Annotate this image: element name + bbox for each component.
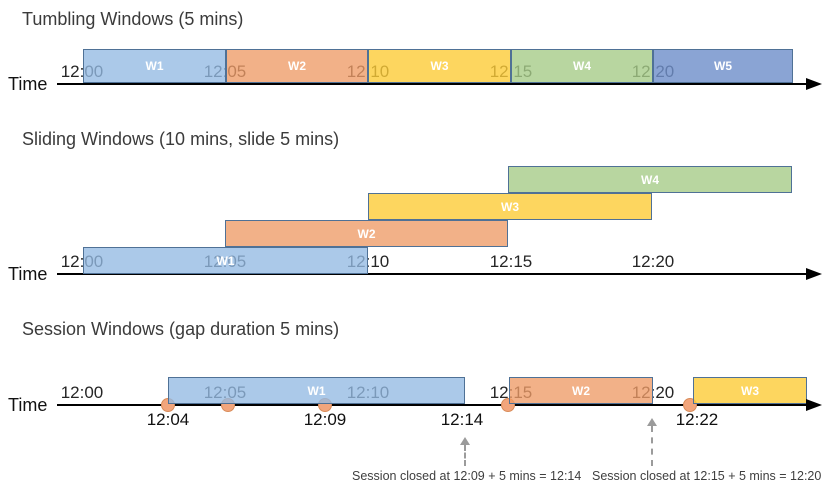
time-axis-label: Time xyxy=(8,74,48,94)
annotation-arrowhead-icon xyxy=(460,437,470,445)
window-box-tumbling-w4: W4 xyxy=(511,49,653,83)
window-box-tumbling-w5: W5 xyxy=(653,49,793,83)
window-box-sliding-w1: W1 xyxy=(83,247,368,274)
window-label: W4 xyxy=(641,172,659,187)
window-box-tumbling-w2: W2 xyxy=(226,49,368,83)
window-box-sliding-w3: W3 xyxy=(368,193,652,220)
window-label: W2 xyxy=(357,226,376,241)
window-box-tumbling-w3: W3 xyxy=(368,49,511,83)
window-box-tumbling-w1: W1 xyxy=(83,49,226,83)
window-box-sliding-w4: W4 xyxy=(508,166,792,193)
window-label: W4 xyxy=(573,59,591,73)
annotation-text: Session closed at 12:15 + 5 mins = 12:20 xyxy=(592,469,822,483)
window-box-sliding-w2: W2 xyxy=(225,220,508,247)
time-tick-label: 12:00 xyxy=(60,383,104,402)
section-title-session: Session Windows (gap duration 5 mins) xyxy=(22,319,340,339)
window-label: W1 xyxy=(145,59,164,73)
section-title-sliding: Sliding Windows (10 mins, slide 5 mins) xyxy=(22,129,340,149)
timeline-session xyxy=(57,404,806,406)
time-tick-label: 12:20 xyxy=(631,252,675,271)
event-time-label: 12:09 xyxy=(303,410,347,429)
timeline-tumbling xyxy=(57,83,806,85)
window-label: W2 xyxy=(572,383,590,398)
event-time-label: 12:14 xyxy=(440,410,484,429)
annotation-arrow-stem xyxy=(651,426,653,466)
window-box-session-w2: W2 xyxy=(509,377,653,404)
window-label: W3 xyxy=(430,59,449,73)
event-time-label: 12:04 xyxy=(146,410,190,429)
timeline-arrowhead-icon xyxy=(806,78,822,90)
window-label: W3 xyxy=(501,199,519,214)
window-box-session-w1: W1 xyxy=(168,377,465,404)
annotation-arrow-stem xyxy=(464,445,466,466)
time-axis-label: Time xyxy=(8,395,48,415)
timeline-sliding xyxy=(57,273,806,275)
timeline-arrowhead-icon xyxy=(806,268,822,280)
window-box-session-w3: W3 xyxy=(693,377,807,404)
window-label: W3 xyxy=(741,383,759,398)
window-label: W2 xyxy=(288,59,306,73)
window-label: W1 xyxy=(216,253,235,268)
time-axis-label: Time xyxy=(8,264,48,284)
event-time-label: 12:22 xyxy=(675,410,719,429)
timeline-arrowhead-icon xyxy=(806,399,822,411)
window-label: W1 xyxy=(307,383,326,398)
annotation-text: Session closed at 12:09 + 5 mins = 12:14 xyxy=(352,469,582,483)
section-title-tumbling: Tumbling Windows (5 mins) xyxy=(22,9,244,29)
annotation-arrowhead-icon xyxy=(647,418,657,426)
time-tick-label: 12:15 xyxy=(489,252,533,271)
window-label: W5 xyxy=(714,59,732,73)
